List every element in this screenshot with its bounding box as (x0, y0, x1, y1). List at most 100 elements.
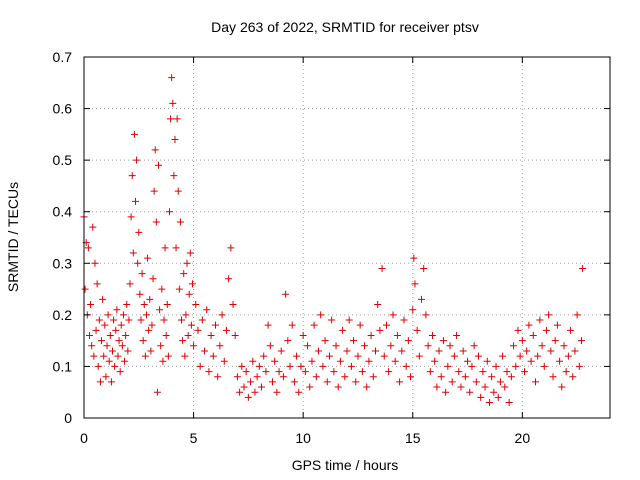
data-point (477, 393, 485, 401)
data-point (301, 368, 309, 376)
data-point (144, 254, 152, 262)
data-point (112, 326, 120, 334)
data-point (93, 280, 101, 288)
data-point (525, 321, 533, 329)
data-point (126, 280, 134, 288)
data-point (575, 362, 583, 370)
data-point (233, 373, 241, 381)
data-point (389, 311, 397, 319)
data-point (466, 388, 474, 396)
data-point (374, 301, 382, 309)
data-point (542, 326, 550, 334)
data-point (479, 368, 487, 376)
data-point (332, 342, 340, 350)
data-point (299, 331, 307, 339)
data-point (411, 280, 419, 288)
data-point (179, 337, 187, 345)
data-point (468, 362, 476, 370)
data-point (531, 378, 539, 386)
data-point (136, 290, 144, 298)
data-point (99, 295, 107, 303)
data-point (573, 311, 581, 319)
data-point (371, 347, 379, 355)
data-point (284, 337, 292, 345)
data-point (446, 342, 454, 350)
y-tick-label: 0.1 (53, 358, 73, 374)
data-point (264, 321, 272, 329)
data-point (293, 352, 301, 360)
data-point (361, 342, 369, 350)
data-point (103, 342, 111, 350)
data-point (102, 373, 110, 381)
data-point (212, 321, 219, 329)
x-tick-label: 5 (190, 430, 198, 446)
data-point (184, 331, 192, 339)
data-point (123, 301, 131, 309)
data-point (334, 383, 342, 391)
data-point (518, 337, 526, 345)
data-point (567, 326, 575, 334)
data-point (240, 383, 248, 391)
data-point (231, 331, 239, 339)
data-point (107, 378, 115, 386)
data-point (485, 399, 493, 407)
data-point (101, 321, 109, 329)
data-point (100, 352, 108, 360)
data-point (308, 357, 316, 365)
x-axis-label: GPS time / hours (292, 457, 399, 473)
data-point (380, 352, 388, 360)
data-point (118, 342, 126, 350)
data-point (336, 357, 344, 365)
data-point (113, 306, 121, 314)
data-point (205, 368, 213, 376)
data-point (119, 311, 127, 319)
grid-layer (84, 57, 610, 418)
data-point (323, 378, 331, 386)
data-point (173, 115, 181, 123)
data-point (439, 337, 447, 345)
data-point (422, 311, 430, 319)
y-tick-label: 0.7 (53, 49, 73, 65)
x-tick-label: 0 (80, 430, 88, 446)
data-point (273, 388, 281, 396)
data-point (529, 331, 537, 339)
data-point (510, 342, 518, 350)
data-point (277, 347, 285, 355)
data-point (286, 362, 294, 370)
data-point (130, 130, 138, 138)
data-point (125, 316, 133, 324)
data-point (339, 326, 347, 334)
data-point (547, 347, 555, 355)
data-point (516, 352, 524, 360)
data-point (407, 373, 415, 381)
data-point (227, 244, 235, 252)
data-point (306, 383, 314, 391)
y-tick-label: 0 (64, 410, 72, 426)
data-point (251, 388, 259, 396)
data-point (499, 352, 507, 360)
data-point (304, 342, 312, 350)
data-point (457, 383, 465, 391)
data-point (290, 378, 298, 386)
data-point (328, 316, 336, 324)
data-point (238, 362, 246, 370)
data-point (122, 331, 130, 339)
data-point (260, 352, 268, 360)
data-point (92, 326, 100, 334)
chart-title: Day 263 of 2022, SRMTID for receiver pts… (211, 19, 479, 35)
data-point (435, 347, 443, 355)
data-point (115, 337, 123, 345)
data-point (187, 321, 195, 329)
data-point (387, 342, 395, 350)
data-point (312, 373, 320, 381)
data-point (503, 368, 511, 376)
data-point (158, 285, 166, 293)
data-point (341, 373, 349, 381)
data-point (343, 347, 351, 355)
data-point (236, 388, 244, 396)
data-point (507, 373, 515, 381)
plot-frame (83, 56, 611, 419)
data-point (391, 357, 399, 365)
data-point (295, 388, 303, 396)
data-point (222, 326, 230, 334)
